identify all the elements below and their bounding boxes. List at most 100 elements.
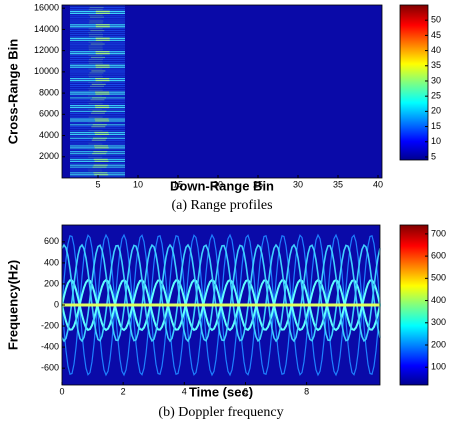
heatmap-stripe bbox=[70, 168, 125, 170]
heatmap-stripe bbox=[87, 135, 102, 137]
x-tick-label: 35 bbox=[333, 179, 343, 189]
colorbar-tick-label: 400 bbox=[431, 295, 446, 305]
heatmap-stripe bbox=[88, 95, 103, 97]
heatmap-stripe bbox=[95, 51, 110, 53]
heatmap-stripe bbox=[94, 174, 109, 176]
heatmap-stripe bbox=[95, 39, 110, 41]
heatmap-stripe bbox=[87, 122, 102, 124]
heatmap-stripe bbox=[70, 70, 125, 72]
x-tick-label: 4 bbox=[182, 386, 187, 396]
heatmap-stripe bbox=[87, 141, 101, 142]
heatmap-stripe bbox=[88, 14, 103, 16]
heatmap-stripe bbox=[93, 164, 108, 166]
heatmap-stripe bbox=[70, 22, 125, 24]
y-axis-label: Cross-Range Bin bbox=[5, 39, 20, 145]
x-tick-label: 0 bbox=[59, 386, 64, 396]
heatmap-stripe bbox=[89, 16, 104, 18]
heatmap-stripe bbox=[70, 43, 125, 45]
heatmap-stripe bbox=[94, 145, 109, 147]
heatmap-stripe bbox=[95, 12, 110, 14]
heatmap-stripe bbox=[88, 81, 103, 84]
heatmap-stripe bbox=[70, 35, 125, 38]
heatmap-stripe bbox=[70, 141, 125, 143]
heatmap-stripe bbox=[92, 97, 107, 99]
heatmap-stripe bbox=[88, 28, 103, 30]
heatmap-stripe bbox=[70, 162, 125, 164]
y-tick-label: 600 bbox=[44, 236, 59, 246]
heatmap-stripe bbox=[91, 139, 106, 141]
heatmap-stripe bbox=[88, 22, 103, 24]
heatmap-stripe bbox=[70, 122, 125, 124]
heatmap-stripe bbox=[70, 135, 125, 138]
plot-frame bbox=[61, 4, 383, 179]
heatmap-stripe bbox=[70, 116, 125, 118]
heatmap-stripe bbox=[88, 170, 103, 172]
heatmap-stripe bbox=[88, 103, 103, 105]
heatmap-stripe bbox=[70, 129, 125, 132]
doppler-curve bbox=[61, 243, 381, 343]
y-tick-label: -200 bbox=[41, 320, 59, 330]
heatmap-stripe bbox=[87, 18, 102, 20]
heatmap-stripe bbox=[70, 154, 125, 157]
y-tick-label: 0 bbox=[54, 299, 59, 309]
heatmap-stripe bbox=[95, 66, 110, 68]
x-tick-label: 5 bbox=[95, 179, 100, 189]
heatmap-stripe bbox=[88, 74, 103, 76]
heatmap-stripe bbox=[70, 74, 125, 76]
heatmap-stripe bbox=[87, 154, 102, 157]
x-tick-label: 20 bbox=[213, 179, 223, 189]
heatmap-stripe bbox=[95, 64, 110, 66]
x-axis-label: Time (sec) bbox=[189, 384, 253, 399]
heatmap-stripe bbox=[94, 131, 109, 134]
heatmap-stripe bbox=[70, 14, 125, 16]
colorbar-tick-label: 600 bbox=[431, 250, 446, 260]
heatmap-stripe bbox=[70, 76, 125, 78]
heatmap-stripe bbox=[87, 108, 102, 110]
doppler-curve bbox=[61, 243, 381, 343]
heatmap-stripe bbox=[91, 126, 106, 128]
x-tick-label: 6 bbox=[243, 386, 248, 396]
x-tick-label: 15 bbox=[173, 179, 183, 189]
heatmap-stripe bbox=[95, 93, 110, 95]
y-tick-label: 16000 bbox=[34, 3, 59, 13]
x-tick-label: 2 bbox=[121, 386, 126, 396]
heatmap-stripe bbox=[93, 137, 108, 139]
heatmap-stripe bbox=[93, 151, 108, 153]
heatmap-stripe bbox=[87, 128, 101, 129]
heatmap-stripe bbox=[87, 87, 102, 89]
heatmap-stripe bbox=[92, 110, 107, 112]
y-tick-label: 8000 bbox=[39, 87, 59, 97]
y-tick-label: 10000 bbox=[34, 66, 59, 76]
heatmap-stripe bbox=[91, 56, 106, 59]
heatmap-stripe bbox=[90, 29, 105, 32]
heatmap-stripe bbox=[91, 70, 106, 72]
heatmap-stripe bbox=[70, 101, 125, 103]
heatmap-stripe bbox=[95, 79, 110, 82]
x-axis-label: Down-Range Bin bbox=[170, 178, 274, 193]
heatmap-stripe bbox=[70, 89, 125, 91]
heatmap-stripe bbox=[87, 101, 102, 103]
heatmap-stripe bbox=[95, 10, 110, 12]
heatmap-stripe bbox=[88, 143, 103, 145]
heatmap-stripe bbox=[70, 16, 125, 18]
heatmap-stripe bbox=[95, 91, 110, 93]
heatmap-stripe bbox=[90, 99, 105, 101]
colorbar-tick-label: 30 bbox=[431, 75, 441, 85]
heatmap-stripe bbox=[70, 33, 125, 36]
heatmap-stripe bbox=[95, 37, 110, 39]
heatmap-stripe bbox=[87, 149, 102, 151]
heatmap-stripe bbox=[87, 163, 101, 164]
heatmap-stripe bbox=[94, 118, 109, 120]
heatmap-stripe bbox=[70, 112, 125, 114]
colorbar-tick-label: 20 bbox=[431, 106, 441, 116]
heatmap-stripe bbox=[70, 103, 125, 105]
heatmap-stripe bbox=[90, 43, 105, 45]
heatmap-stripe bbox=[93, 158, 108, 160]
heatmap-stripe bbox=[87, 168, 102, 170]
colorbar-tick-label: 50 bbox=[431, 15, 441, 25]
heatmap-stripe bbox=[70, 108, 125, 111]
heatmap-stripe bbox=[89, 85, 104, 87]
heatmap-stripe bbox=[70, 49, 125, 51]
colorbar-tick-label: 100 bbox=[431, 362, 446, 372]
